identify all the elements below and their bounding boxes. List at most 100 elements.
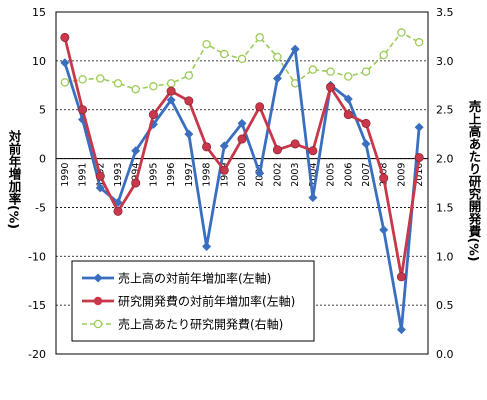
right-tick-label: 3.0 — [436, 55, 454, 68]
data-point — [131, 84, 140, 94]
data-point — [379, 225, 389, 235]
data-point — [290, 139, 300, 149]
right-axis-tick-labels: 0.0 0.5 1.0 1.5 2.0 2.5 3.0 3.5 — [436, 6, 454, 361]
data-point — [219, 141, 229, 151]
data-point — [272, 145, 282, 155]
right-tick-label: 3.5 — [436, 6, 454, 19]
left-tick-label: 5 — [39, 104, 46, 117]
data-point — [202, 142, 212, 152]
data-point — [237, 54, 247, 64]
data-point — [361, 139, 371, 149]
data-point — [308, 193, 318, 203]
data-point — [184, 96, 194, 106]
x-tick-label: 1991 — [78, 163, 89, 187]
left-tick-label: -15 — [28, 299, 46, 312]
data-point — [202, 39, 211, 49]
data-point — [78, 105, 88, 115]
left-tick-label: 0 — [39, 153, 46, 166]
series-layer — [60, 28, 424, 335]
legend-entry: 研究開発費の対前年増加率(左軸) — [82, 294, 295, 309]
x-tick-label: 2010 — [414, 163, 425, 187]
legend-label: 売上高の対前年増加率(左軸) — [118, 271, 271, 286]
data-point — [396, 325, 406, 335]
x-tick-label: 2000 — [237, 163, 248, 187]
data-point — [166, 79, 176, 88]
x-tick-label: 2004 — [308, 163, 319, 187]
data-point — [255, 168, 265, 178]
x-tick-label: 1994 — [131, 163, 142, 187]
x-tick-label: 2009 — [396, 163, 407, 187]
x-tick-label: 1993 — [113, 163, 124, 187]
data-point — [414, 38, 424, 47]
left-axis-tick-labels: -20 -15 -10 -5 0 5 10 15 — [28, 6, 46, 361]
data-point — [290, 44, 300, 54]
data-point — [272, 73, 282, 83]
data-point — [113, 79, 123, 88]
right-tick-label: 2.0 — [436, 153, 454, 166]
legend: 売上高の対前年増加率(左軸) 研究開発費の対前年増加率(左軸) 売上高あたり研究開発… — [71, 260, 315, 342]
data-point — [237, 118, 247, 128]
x-tick-label: 2005 — [326, 163, 337, 187]
legend-swatch-marker — [93, 273, 103, 283]
data-point — [131, 146, 141, 156]
x-tick-label: 1990 — [60, 163, 71, 187]
data-point — [308, 146, 318, 156]
x-tick-label: 1995 — [148, 163, 159, 187]
data-point — [343, 110, 353, 120]
data-point — [344, 72, 353, 81]
legend-entry: 売上高あたり研究開発費(右軸) — [82, 317, 283, 332]
data-point — [95, 171, 105, 181]
left-tick-label: 15 — [32, 6, 46, 19]
data-point — [202, 242, 212, 252]
data-point — [219, 165, 229, 175]
data-point — [60, 58, 70, 68]
x-tick-label: 1997 — [184, 163, 195, 187]
left-tick-label: -5 — [35, 201, 46, 214]
data-point — [78, 75, 87, 84]
data-point — [95, 183, 105, 193]
series-0 — [60, 44, 424, 335]
right-tick-label: 0.0 — [436, 348, 454, 361]
data-point — [96, 74, 105, 83]
data-point — [397, 28, 406, 37]
data-point — [166, 86, 176, 96]
x-tick-label: 2002 — [272, 163, 283, 187]
data-point — [379, 50, 388, 60]
x-tick-label: 1998 — [202, 163, 213, 187]
legend-swatch-marker — [93, 319, 103, 329]
data-point — [131, 178, 141, 188]
data-point — [113, 206, 123, 216]
data-point — [361, 67, 371, 76]
data-point — [343, 94, 353, 104]
data-point — [361, 118, 371, 128]
data-point — [255, 33, 264, 42]
legend-label: 売上高あたり研究開発費(右軸) — [118, 317, 283, 332]
left-tick-label: -20 — [28, 348, 46, 361]
legend-entry: 売上高の対前年増加率(左軸) — [82, 271, 271, 286]
left-axis-title: 対前年増加率(%) — [7, 129, 22, 229]
data-point — [60, 78, 70, 87]
data-point — [379, 173, 389, 183]
legend-swatch-marker — [93, 296, 103, 306]
series-1 — [60, 32, 424, 282]
data-point — [184, 71, 194, 80]
data-point — [166, 95, 176, 105]
data-point — [60, 32, 70, 42]
data-point — [414, 122, 424, 132]
x-tick-label: 2003 — [290, 163, 301, 187]
left-tick-label: -10 — [28, 250, 46, 263]
x-tick-label: 1996 — [166, 163, 177, 187]
right-tick-label: 1.0 — [436, 250, 454, 263]
data-point — [326, 82, 336, 92]
data-point — [149, 82, 158, 91]
data-point — [308, 65, 318, 74]
data-point — [414, 153, 424, 163]
data-point — [220, 49, 229, 59]
data-point — [255, 102, 265, 112]
legend-label: 研究開発費の対前年増加率(左軸) — [118, 294, 295, 309]
x-tick-label: 2007 — [361, 163, 372, 187]
data-point — [148, 110, 158, 120]
right-tick-label: 0.5 — [436, 299, 454, 312]
x-tick-label: 2006 — [343, 163, 354, 187]
